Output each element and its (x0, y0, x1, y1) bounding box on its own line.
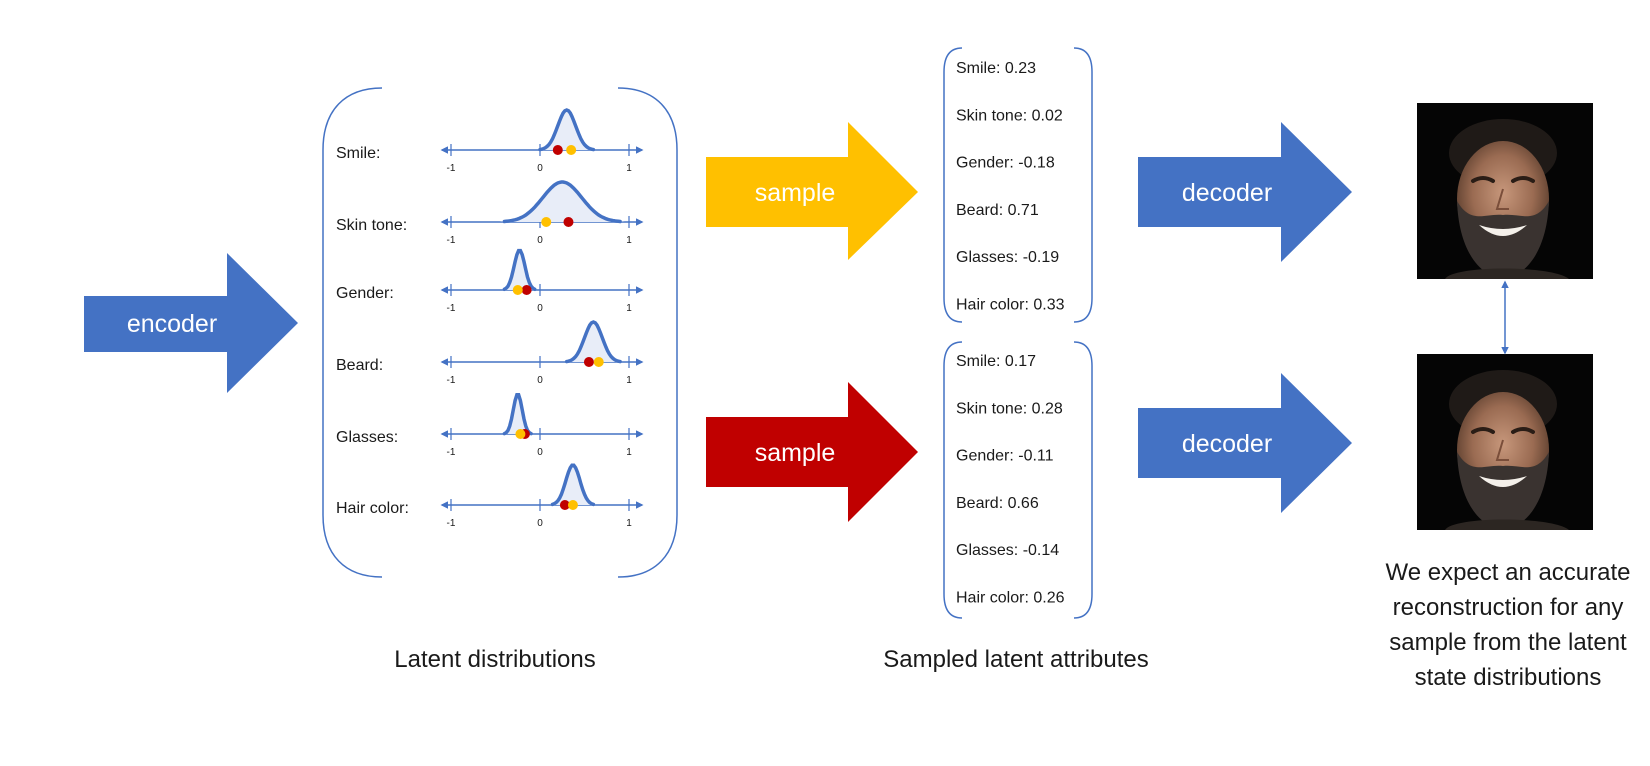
latent-tick-label: 0 (537, 375, 543, 386)
sample-point-yellow (512, 285, 523, 295)
face-eyes (1471, 176, 1535, 183)
reconstruction-caption-line-4: state distributions (1415, 664, 1602, 691)
sampled-attributes: Smile: 0.23 Skin tone: 0.02 Gender: -0.18 B… (956, 60, 1065, 607)
latent-tick-label: -1 (447, 518, 456, 529)
latent-tick-label: -1 (447, 163, 456, 174)
latent-row: Gender: -1 0 1 (336, 248, 644, 314)
reconstruction-caption-line-2: reconstruction for any (1393, 594, 1624, 621)
latent-tick-label: 1 (626, 303, 632, 314)
decoder-arrow-1: decoder (1138, 122, 1352, 262)
latent-tick-label: 0 (537, 303, 543, 314)
sampled-set-2: Smile: 0.17 Skin tone: 0.28 Gender: -0.11 B… (956, 353, 1065, 607)
reconstruction-caption-line-3: sample from the latent (1389, 629, 1627, 656)
sampled-attribute: Skin tone: 0.02 (956, 107, 1063, 124)
sampled-attribute: Skin tone: 0.28 (956, 400, 1063, 417)
latent-tick-label: 1 (626, 518, 632, 529)
sampled-caption: Sampled latent attributes (883, 646, 1149, 673)
decoder-label-1: decoder (1182, 179, 1272, 207)
latent-tick-label: 0 (537, 235, 543, 246)
sampled-attribute: Beard: 0.66 (956, 495, 1039, 512)
sample-point-yellow (593, 357, 604, 367)
latent-row-label: Gender: (336, 285, 394, 302)
encoder-label: encoder (127, 310, 217, 338)
latent-row-label: Beard: (336, 357, 383, 374)
latent-row-label: Glasses: (336, 429, 398, 446)
latent-distribution-curve (502, 248, 537, 292)
latent-caption: Latent distributions (394, 646, 595, 673)
face-shoulders (1445, 519, 1569, 530)
latent-row-label: Hair color: (336, 500, 409, 517)
sample-point-red (552, 145, 563, 155)
latent-bracket (322, 87, 678, 578)
sampled-attribute: Beard: 0.71 (956, 202, 1039, 219)
latent-row: Glasses: -1 0 1 (336, 393, 644, 458)
latent-row: Smile: -1 0 1 (336, 108, 644, 174)
sampled-attribute: Glasses: -0.19 (956, 249, 1059, 266)
sampled-attribute: Smile: 0.23 (956, 60, 1036, 77)
sample-point-red (563, 217, 574, 227)
sampled-attribute: Gender: -0.11 (956, 448, 1054, 465)
latent-tick-label: -1 (447, 447, 456, 458)
reconstructed-face-1 (1417, 103, 1593, 279)
decoder-arrow-2: decoder (1138, 373, 1352, 513)
face-smile (1479, 225, 1527, 236)
sampled-set-2-bracket (943, 341, 1093, 619)
sample-arrow-yellow: sample (706, 122, 918, 260)
sample-arrow-red: sample (706, 382, 918, 522)
latent-tick-label: -1 (447, 235, 456, 246)
latent-distribution-curve (502, 393, 533, 436)
sampled-set-1: Smile: 0.23 Skin tone: 0.02 Gender: -0.18 B… (956, 60, 1065, 314)
latent-tick-label: 1 (626, 447, 632, 458)
sampled-attribute: Gender: -0.18 (956, 155, 1055, 172)
sample-point-yellow (566, 145, 577, 155)
latent-distribution-curve (502, 180, 622, 224)
reconstruction-caption-line-1: We expect an accurate (1385, 559, 1630, 586)
sample-point-red (521, 285, 532, 295)
sample-point-red (559, 500, 570, 510)
sample-point-red (583, 357, 594, 367)
reconstruction-caption: We expect an accurate reconstruction for… (1385, 559, 1630, 691)
latent-distribution-fill (564, 322, 622, 362)
face-nose (1495, 439, 1509, 461)
face-shoulders (1445, 268, 1569, 279)
latent-distribution-curve (564, 320, 622, 364)
sampled-set-1-bracket (943, 47, 1093, 323)
latent-tick-label: 1 (626, 235, 632, 246)
reconstructed-face-2 (1417, 354, 1593, 530)
sample-label-red: sample (755, 439, 836, 467)
face-beard (1457, 452, 1549, 530)
sample-point-yellow (567, 500, 578, 510)
face-beard (1457, 201, 1549, 279)
latent-distribution-fill (538, 110, 596, 150)
latent-row-label: Skin tone: (336, 217, 407, 234)
face-nose (1495, 188, 1509, 210)
sampled-attribute: Hair color: 0.33 (956, 297, 1065, 314)
latent-row: Hair color: -1 0 1 (336, 463, 644, 529)
latent-row: Beard: -1 0 1 (336, 320, 644, 386)
sampled-attribute: Smile: 0.17 (956, 353, 1036, 370)
sample-label-yellow: sample (755, 179, 836, 207)
latent-tick-label: -1 (447, 303, 456, 314)
latent-tick-label: -1 (447, 375, 456, 386)
latent-distribution-fill (499, 182, 625, 222)
face-eyes (1471, 427, 1535, 434)
decoder-label-2: decoder (1182, 430, 1272, 458)
latent-row: Skin tone: -1 0 1 (336, 180, 644, 246)
sample-point-yellow (541, 217, 552, 227)
face-smile (1479, 476, 1527, 487)
latent-row-label: Smile: (336, 145, 380, 162)
latent-distribution-curve (550, 463, 596, 507)
sampled-attribute: Glasses: -0.14 (956, 542, 1059, 559)
latent-tick-label: 0 (537, 447, 543, 458)
latent-tick-label: 0 (537, 518, 543, 529)
latent-tick-label: 1 (626, 375, 632, 386)
latent-tick-label: 0 (537, 163, 543, 174)
sample-point-yellow (515, 429, 526, 439)
sampled-attribute: Hair color: 0.26 (956, 590, 1065, 607)
latent-tick-label: 1 (626, 163, 632, 174)
encoder-arrow: encoder (84, 253, 298, 393)
latent-distribution-curve (538, 108, 596, 152)
